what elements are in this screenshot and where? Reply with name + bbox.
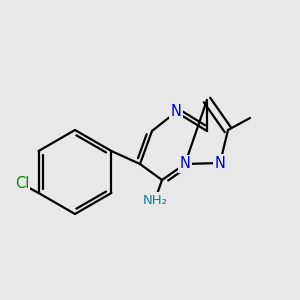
Text: N: N xyxy=(171,104,182,119)
Text: N: N xyxy=(180,157,190,172)
Text: NH₂: NH₂ xyxy=(142,194,167,206)
Text: Cl: Cl xyxy=(15,176,29,191)
Text: N: N xyxy=(214,155,225,170)
